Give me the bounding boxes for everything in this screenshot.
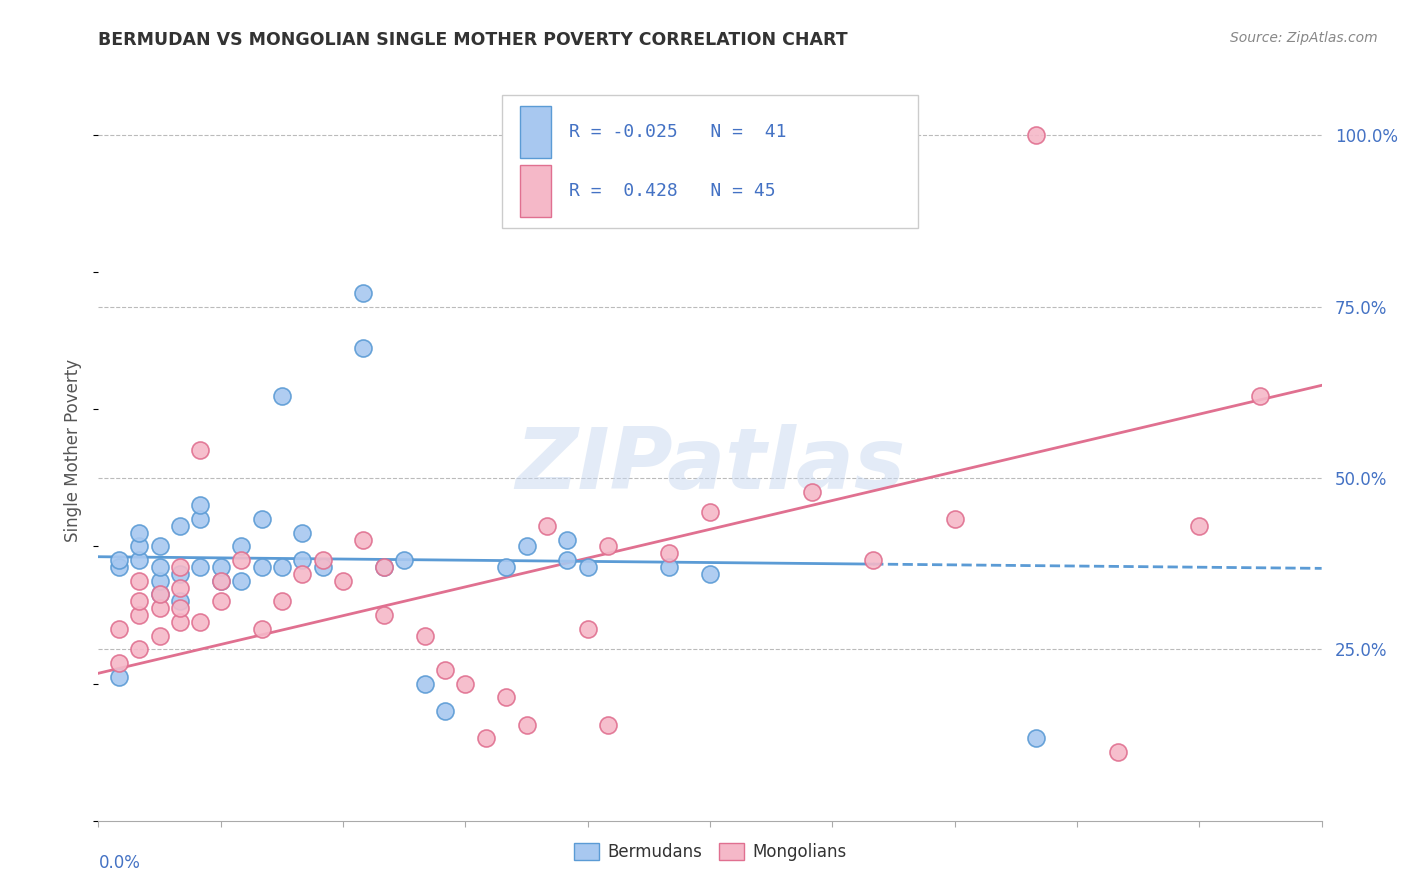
Point [231, 574, 253, 588]
Point [352, 285, 374, 300]
Point [291, 566, 314, 581]
Point [413, 629, 436, 643]
Point [555, 553, 579, 567]
Point [495, 560, 517, 574]
FancyBboxPatch shape [520, 165, 551, 218]
Point [188, 560, 212, 574]
Point [169, 594, 191, 608]
Point [699, 566, 721, 581]
Y-axis label: Single Mother Poverty: Single Mother Poverty [65, 359, 83, 542]
Point [576, 622, 599, 636]
FancyBboxPatch shape [520, 106, 551, 158]
Point [108, 622, 131, 636]
Point [658, 546, 681, 560]
Point [149, 629, 172, 643]
Point [149, 574, 172, 588]
Point [128, 607, 150, 622]
Point [598, 717, 620, 731]
Point [1025, 731, 1047, 746]
Point [231, 540, 253, 554]
Text: R = -0.025   N =  41: R = -0.025 N = 41 [569, 123, 787, 141]
Point [149, 540, 172, 554]
Point [270, 560, 292, 574]
Point [128, 574, 150, 588]
Point [433, 663, 456, 677]
FancyBboxPatch shape [502, 95, 918, 228]
Point [250, 622, 273, 636]
Point [169, 581, 191, 595]
Point [1025, 128, 1047, 142]
Point [149, 560, 172, 574]
Point [149, 601, 172, 615]
Point [658, 560, 681, 574]
Point [291, 525, 314, 540]
Point [495, 690, 517, 705]
Point [454, 676, 477, 690]
Point [474, 731, 498, 746]
Point [169, 615, 191, 629]
Point [598, 540, 620, 554]
Point [128, 594, 150, 608]
Point [373, 560, 395, 574]
Point [149, 587, 172, 601]
Text: R =  0.428   N = 45: R = 0.428 N = 45 [569, 182, 776, 201]
Point [392, 553, 416, 567]
Point [270, 389, 292, 403]
Point [373, 607, 395, 622]
Text: 0.0%: 0.0% [98, 854, 141, 872]
Point [373, 560, 395, 574]
Point [231, 553, 253, 567]
Point [250, 512, 273, 526]
Point [188, 443, 212, 458]
Point [699, 505, 721, 519]
Point [209, 574, 232, 588]
Point [149, 587, 172, 601]
Point [352, 533, 374, 547]
Legend: Bermudans, Mongolians: Bermudans, Mongolians [567, 837, 853, 868]
Point [108, 553, 131, 567]
Point [311, 553, 335, 567]
Point [108, 560, 131, 574]
Point [188, 512, 212, 526]
Point [332, 574, 354, 588]
Point [536, 519, 558, 533]
Point [169, 601, 191, 615]
Point [576, 560, 599, 574]
Point [169, 560, 191, 574]
Point [1188, 519, 1211, 533]
Point [128, 553, 150, 567]
Point [270, 594, 292, 608]
Point [209, 574, 232, 588]
Point [188, 498, 212, 512]
Point [291, 553, 314, 567]
Text: Source: ZipAtlas.com: Source: ZipAtlas.com [1230, 31, 1378, 45]
Point [801, 484, 824, 499]
Text: BERMUDAN VS MONGOLIAN SINGLE MOTHER POVERTY CORRELATION CHART: BERMUDAN VS MONGOLIAN SINGLE MOTHER POVE… [98, 31, 848, 49]
Point [516, 540, 538, 554]
Point [555, 533, 579, 547]
Point [862, 553, 884, 567]
Point [128, 525, 150, 540]
Point [108, 656, 131, 670]
Point [1107, 745, 1129, 759]
Point [352, 341, 374, 355]
Point [128, 642, 150, 657]
Point [169, 566, 191, 581]
Point [943, 512, 966, 526]
Point [128, 540, 150, 554]
Point [188, 615, 212, 629]
Point [433, 704, 456, 718]
Point [209, 560, 232, 574]
Text: ZIPatlas: ZIPatlas [515, 424, 905, 507]
Point [311, 560, 335, 574]
Point [413, 676, 436, 690]
Point [169, 519, 191, 533]
Point [209, 594, 232, 608]
Point [516, 717, 538, 731]
Point [108, 670, 131, 684]
Point [1249, 389, 1271, 403]
Point [250, 560, 273, 574]
